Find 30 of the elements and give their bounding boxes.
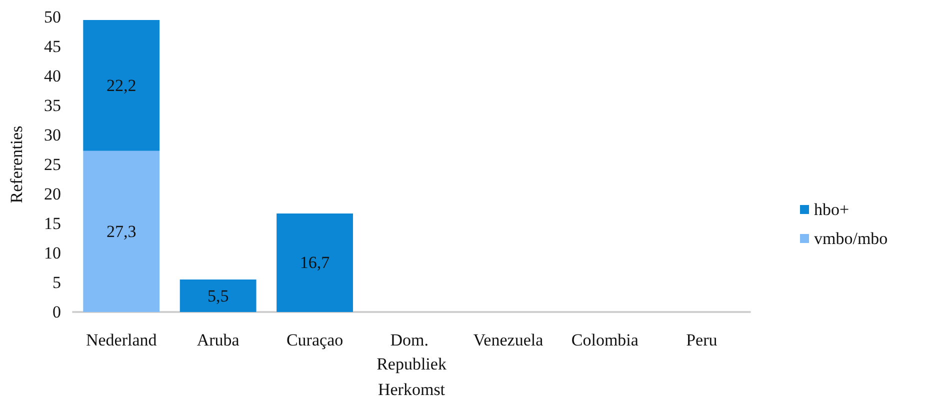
x-tick-label: Peru: [686, 330, 718, 350]
y-tick-label: 35: [44, 96, 61, 115]
legend-label: hbo+: [814, 200, 850, 219]
y-tick-label: 0: [52, 302, 61, 322]
y-tick-label: 15: [44, 214, 61, 233]
y-tick-label: 25: [44, 155, 61, 174]
y-tick-label: 40: [44, 66, 61, 86]
bar: [180, 280, 256, 312]
legend-label: vmbo/mbo: [814, 229, 888, 248]
data-label: 22,2: [106, 76, 136, 95]
y-tick-label: 20: [44, 184, 61, 204]
x-axis-title: Herkomst: [378, 380, 446, 399]
y-tick-label: 50: [44, 8, 61, 26]
x-tick-label: Aruba: [196, 330, 240, 350]
bar: [83, 20, 160, 151]
bar: [83, 150, 160, 312]
bar: [276, 213, 353, 312]
x-tick-label: Colombia: [571, 330, 639, 350]
x-tick-label: Nederland: [86, 330, 158, 350]
y-tick-label: 5: [52, 273, 61, 292]
x-tick-label: Curaçao: [286, 330, 344, 350]
data-label: 27,3: [106, 222, 136, 241]
x-tick-label: Dom. Republiek: [376, 330, 447, 374]
y-axis-title: Referenties: [7, 126, 26, 204]
y-tick-label: 30: [44, 126, 61, 144]
data-label: 5,5: [207, 286, 229, 306]
data-label: 16,7: [300, 253, 330, 272]
x-tick-label: Venezuela: [473, 330, 544, 350]
y-tick-label: 10: [44, 244, 61, 262]
y-tick-label: 45: [44, 37, 61, 56]
